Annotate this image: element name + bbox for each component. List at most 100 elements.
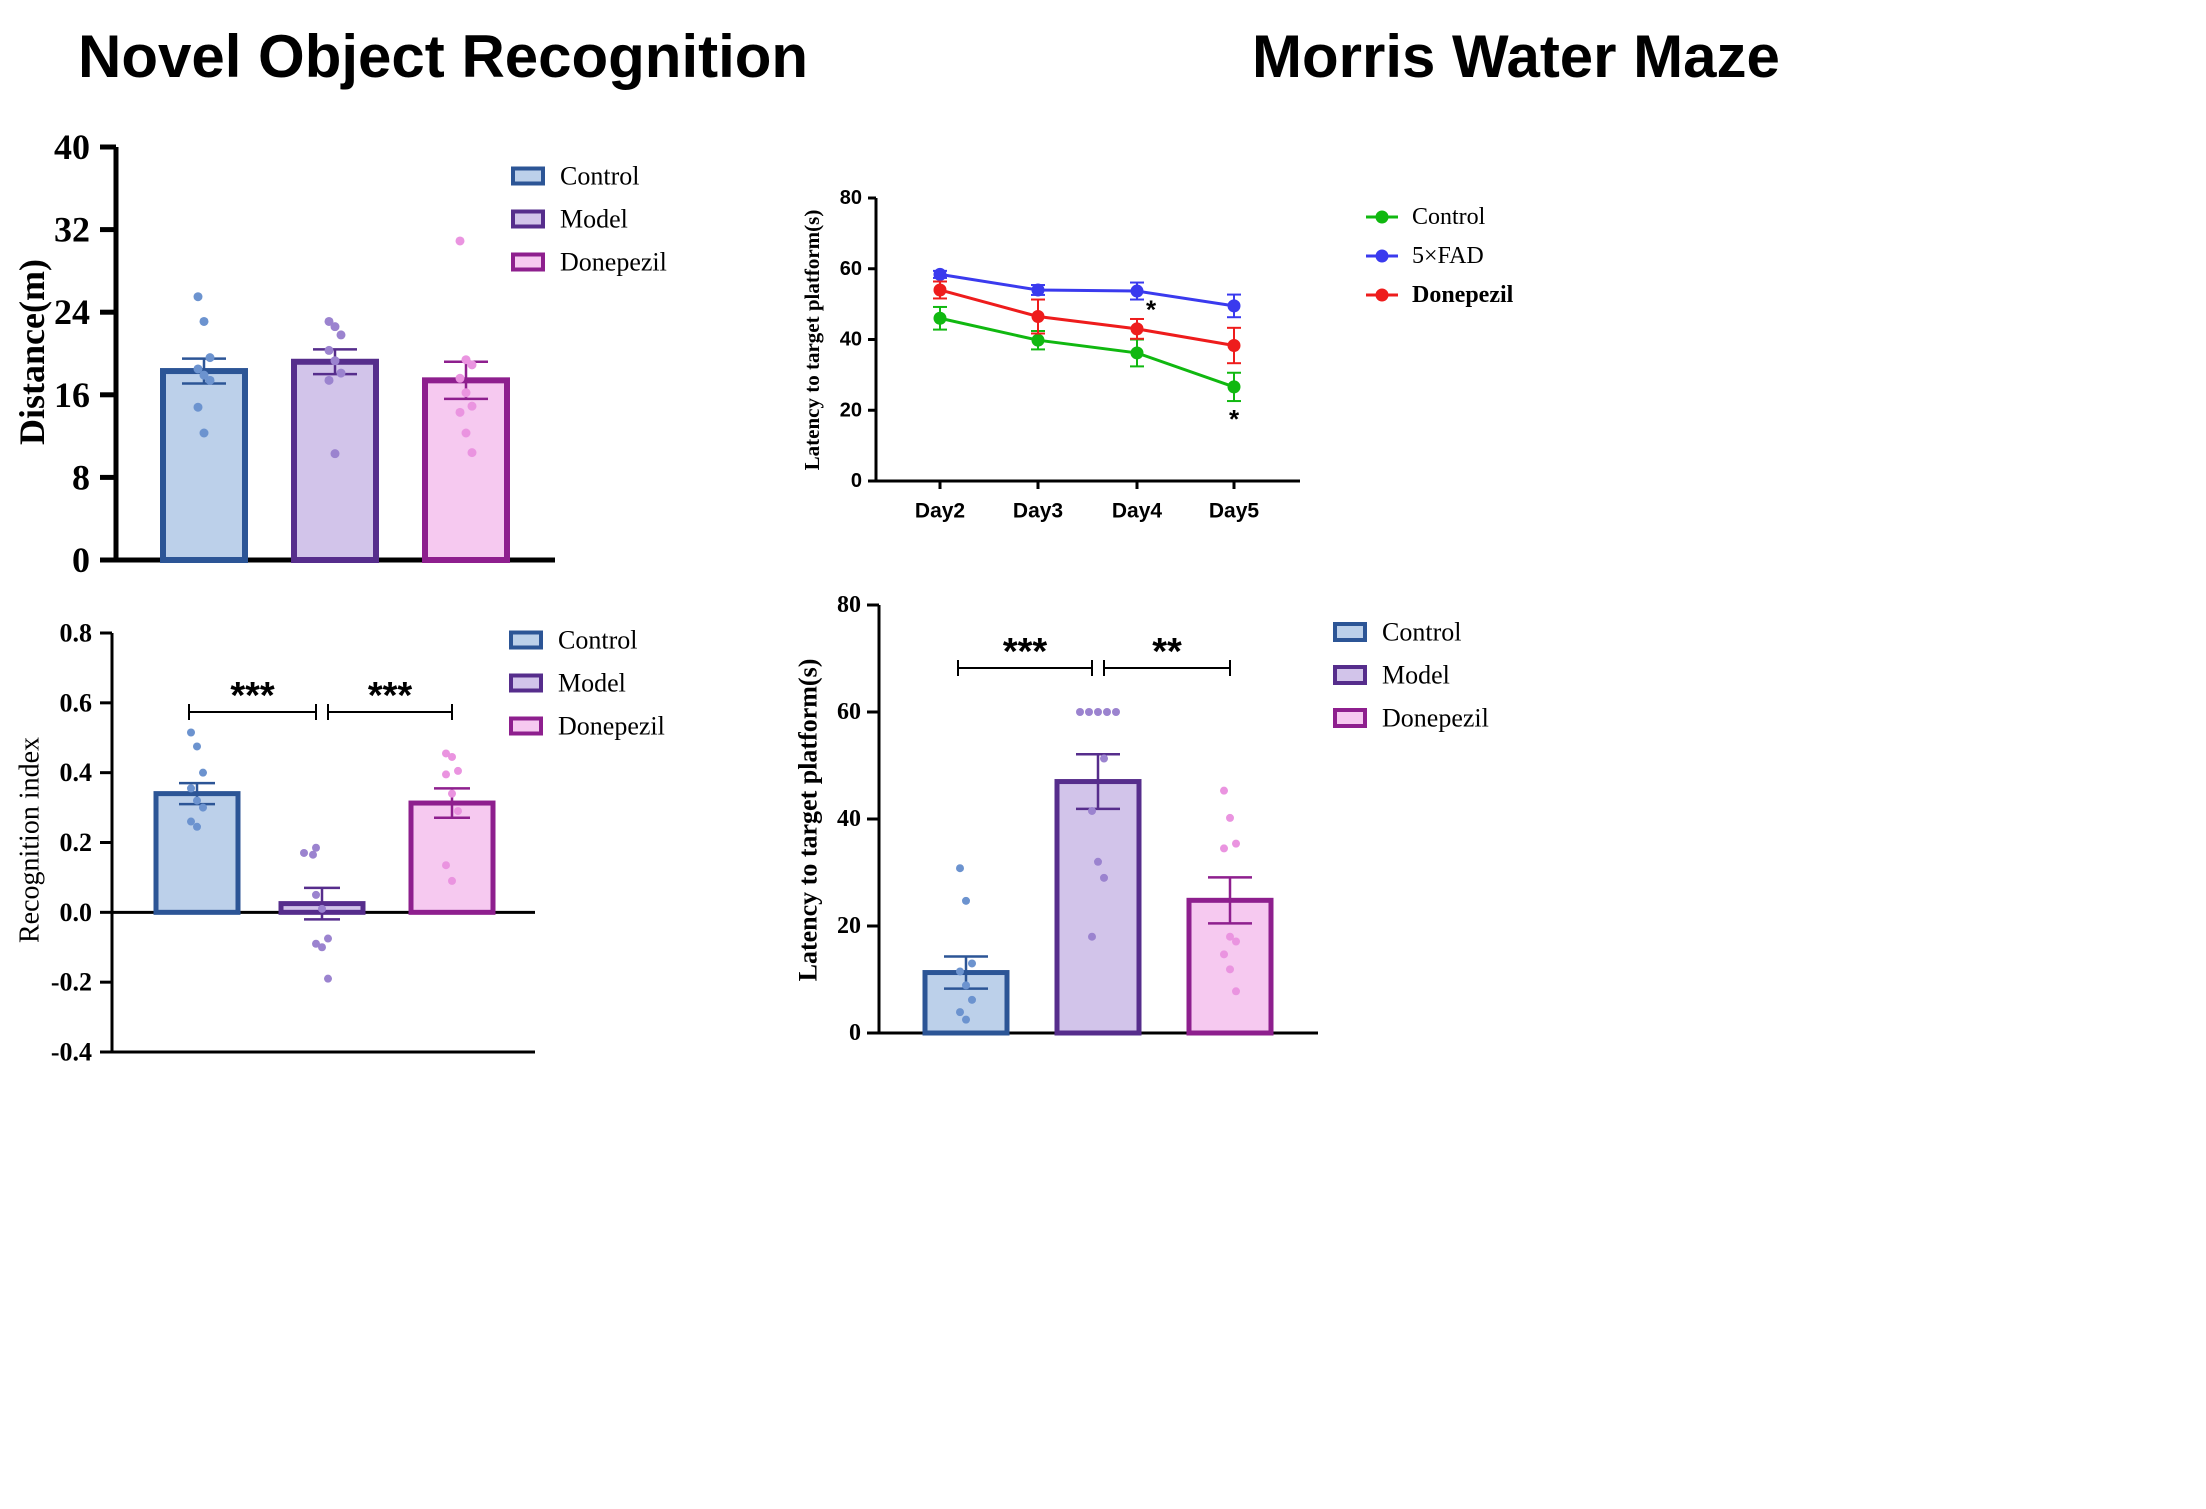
- data-point-control: [962, 981, 970, 990]
- data-point-model: [1085, 708, 1093, 716]
- legend-swatch-control: [511, 166, 545, 186]
- morris-water-maze-title: Morris Water Maze: [1252, 23, 1780, 90]
- data-point-donepezil: [1220, 844, 1228, 853]
- data-point-5-fad: [1031, 283, 1045, 297]
- mwm-line-ytick-label: 0: [851, 470, 862, 492]
- x-tick-label-day2: Day2: [915, 500, 965, 523]
- recognition-ytick-label: -0.4: [51, 1038, 92, 1067]
- data-point-control: [968, 959, 976, 968]
- distance-ytick-label: 32: [54, 210, 90, 250]
- data-point-5-fad: [1130, 284, 1144, 298]
- bar-donepezil: [408, 800, 496, 915]
- data-point-control: [199, 428, 209, 438]
- data-point-control: [956, 864, 964, 873]
- data-point-control: [956, 1008, 964, 1017]
- data-point-control: [193, 822, 201, 831]
- mwm-line-ytick-label: 60: [840, 258, 862, 280]
- data-point-control: [193, 796, 201, 805]
- data-point-control: [199, 768, 207, 777]
- latency-ytick-label: 60: [837, 699, 861, 725]
- legend-label-model: Model: [560, 205, 628, 234]
- bar-model: [1054, 779, 1142, 1036]
- data-point-model: [312, 843, 320, 852]
- data-point-control: [199, 370, 209, 380]
- legend-label-control: Control: [1382, 618, 1461, 647]
- data-point-donepezil: [442, 770, 450, 779]
- data-point-model: [1112, 708, 1120, 716]
- data-point-donepezil: [461, 388, 471, 398]
- data-point-donepezil: [467, 401, 477, 411]
- data-point-control: [193, 742, 201, 751]
- data-point-model: [336, 330, 346, 340]
- data-point-model: [324, 934, 332, 943]
- data-point-donepezil: [1226, 813, 1234, 822]
- data-point-donepezil: [448, 752, 456, 761]
- legend-swatch-model: [509, 673, 543, 693]
- data-point-control: [193, 402, 203, 412]
- legend-label-model: Model: [558, 669, 626, 698]
- data-point-donepezil: [454, 807, 462, 816]
- data-point-control: [962, 1015, 970, 1024]
- legend-swatch-donepezil: [511, 252, 545, 272]
- series-line-control: [939, 316, 1235, 389]
- latency-ytick-label: 20: [837, 913, 861, 939]
- data-point-control: [962, 896, 970, 905]
- legend-label-donepezil: Donepezil: [558, 712, 665, 741]
- morris-water-maze-line-chart: 0 20 40 60 80 Day2 Day3 Day4 Day5 Latency to targ…: [800, 187, 1514, 523]
- data-point-donepezil: [1232, 839, 1240, 848]
- data-point-model: [300, 848, 308, 857]
- recognition-ytick-label: 0.2: [60, 828, 93, 857]
- legend-swatch-control: [1333, 622, 1367, 642]
- novel-object-recognition-title: Novel Object Recognition: [78, 23, 809, 90]
- data-point-model: [318, 943, 326, 952]
- data-point-donepezil: [933, 283, 947, 297]
- x-tick-label-day4: Day4: [1112, 500, 1163, 523]
- data-point-donepezil: [461, 355, 471, 365]
- distance-ytick-label: 8: [72, 457, 90, 497]
- data-point-donepezil: [454, 766, 462, 775]
- legend-swatch-control: [509, 630, 543, 650]
- data-point-control: [199, 803, 207, 812]
- distance-ytick-label: 24: [54, 292, 90, 332]
- data-point-control: [1130, 346, 1144, 360]
- data-point-model: [312, 939, 320, 948]
- significance-label: ***: [368, 675, 413, 717]
- data-point-model: [330, 449, 340, 459]
- data-point-control: [205, 353, 215, 363]
- data-point-donepezil: [1227, 339, 1241, 353]
- recognition-ytick-label: 0.0: [60, 898, 93, 927]
- data-point-5-fad: [933, 267, 947, 281]
- distance-ytick-label: 16: [54, 375, 90, 415]
- data-point-donepezil: [455, 407, 465, 417]
- legend-marker-control: [1375, 210, 1389, 224]
- data-point-donepezil: [467, 448, 477, 458]
- legend-label-donepezil: Donepezil: [1382, 704, 1489, 733]
- recognition-ytick-label: -0.2: [51, 968, 92, 997]
- data-point-model: [312, 890, 320, 899]
- distance-y-axis-title: Distance(m): [12, 259, 52, 445]
- significance-star: *: [1229, 404, 1240, 434]
- data-point-donepezil: [448, 789, 456, 798]
- significance-label: ***: [1003, 631, 1048, 673]
- data-point-model: [324, 375, 334, 385]
- recognition-ytick-label: 0.8: [60, 619, 93, 648]
- data-point-donepezil: [1220, 786, 1228, 795]
- data-point-model: [324, 316, 334, 326]
- data-point-model: [324, 345, 334, 355]
- bar-model: [291, 358, 379, 563]
- bar-control: [160, 368, 248, 563]
- recognition-y-axis-title: Recognition index: [15, 737, 46, 943]
- data-point-donepezil: [1130, 322, 1144, 336]
- legend-label-donepezil: Donepezil: [1412, 282, 1514, 308]
- recognition-ytick-label: 0.4: [60, 758, 93, 787]
- data-point-donepezil: [1226, 965, 1234, 974]
- data-point-model: [1100, 754, 1108, 763]
- data-point-donepezil: [1220, 950, 1228, 959]
- series-line-donepezil: [939, 288, 1235, 347]
- data-point-donepezil: [1226, 932, 1234, 941]
- recognition-index-bar-chart: -0.4 -0.2 0.0 0.2 0.4 0.6 0.8 Recognition index…: [15, 619, 665, 1067]
- data-point-model: [1100, 873, 1108, 882]
- recognition-ytick-label: 0.6: [60, 688, 93, 717]
- data-point-donepezil: [461, 428, 471, 438]
- data-point-control: [1227, 380, 1241, 394]
